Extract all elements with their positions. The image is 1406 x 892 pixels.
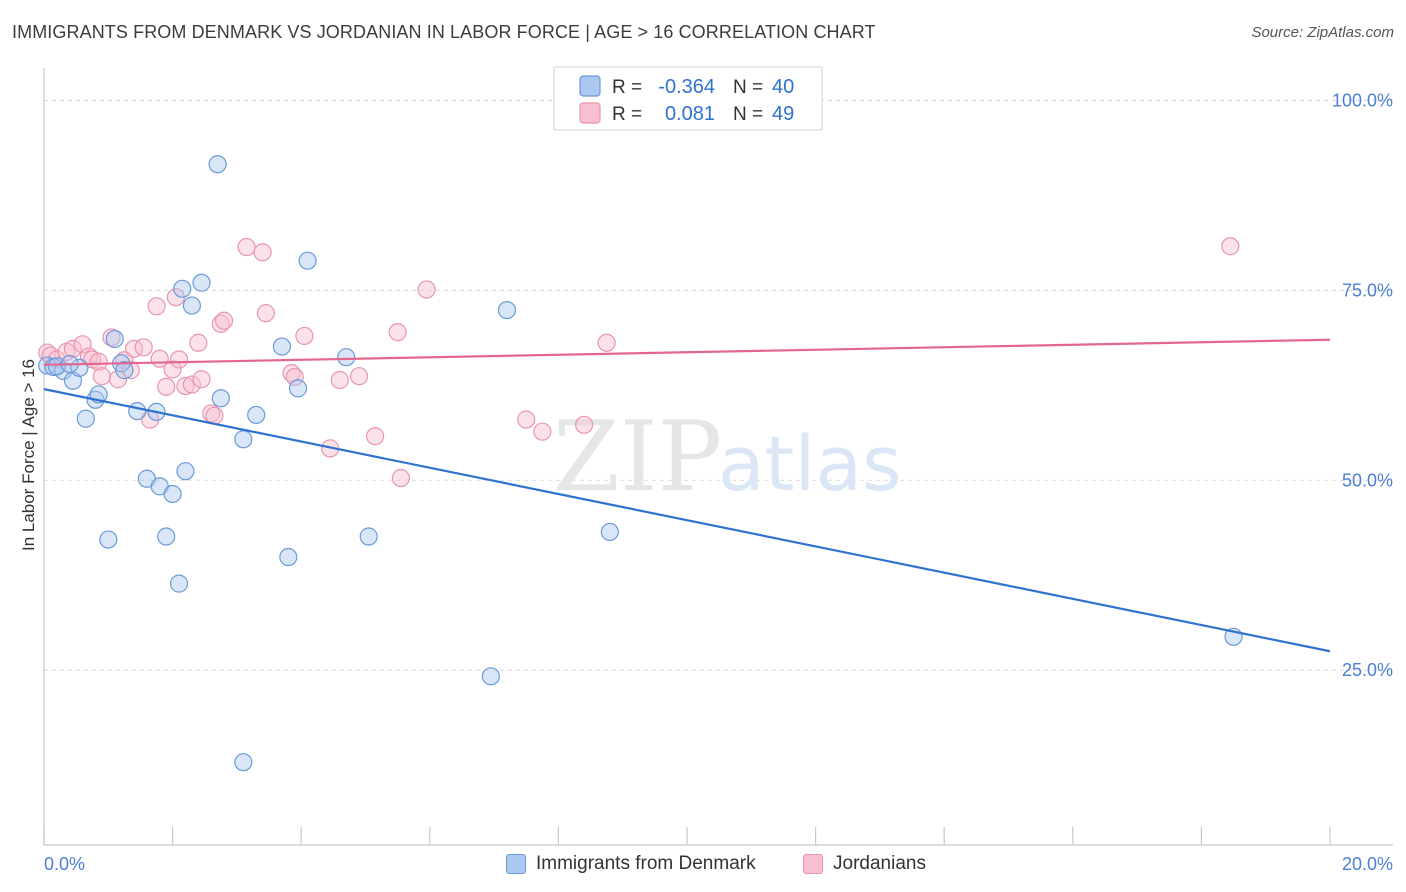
point-denmark: [298, 251, 317, 270]
point-jordanians: [597, 333, 616, 352]
point-denmark: [115, 361, 134, 380]
point-jordanians: [388, 323, 407, 342]
point-denmark: [337, 348, 356, 367]
stats-legend-box: R = -0.364 N = 40 R = 0.081 N = 49: [553, 66, 823, 131]
point-denmark: [359, 527, 378, 546]
x-tick-label-min: 0.0%: [44, 854, 85, 874]
point-jordanians: [202, 404, 221, 423]
stats-n-label-pink: N =: [733, 104, 763, 125]
point-jordanians: [182, 375, 201, 394]
point-jordanians: [1221, 237, 1240, 256]
point-jordanians: [163, 360, 182, 379]
point-jordanians: [134, 338, 153, 357]
point-denmark: [481, 667, 500, 686]
point-jordanians: [253, 243, 272, 262]
point-jordanians: [214, 311, 234, 330]
point-jordanians: [533, 422, 552, 441]
point-jordanians: [169, 350, 189, 369]
stats-n-label-blue: N =: [733, 77, 763, 98]
point-denmark: [288, 379, 308, 398]
stats-r-label-blue: R =: [612, 77, 642, 98]
stats-r-value-pink: 0.081: [665, 103, 715, 125]
stats-r-label-pink: R =: [612, 104, 642, 125]
point-denmark: [211, 389, 230, 408]
stats-r-value-blue: -0.364: [658, 76, 715, 98]
point-denmark: [279, 547, 298, 567]
point-denmark: [272, 337, 292, 356]
point-jordanians: [366, 427, 385, 446]
point-jordanians: [295, 326, 314, 346]
stats-swatch-pink: [579, 102, 601, 124]
source-note: Source: ZipAtlas.com: [1251, 24, 1394, 41]
point-denmark: [182, 296, 201, 315]
point-jordanians: [63, 339, 83, 358]
point-jordanians: [391, 468, 410, 488]
point-denmark: [497, 300, 517, 320]
point-jordanians: [330, 370, 349, 390]
point-denmark: [99, 530, 118, 549]
point-jordanians: [285, 367, 304, 387]
watermark-zip: ZIP: [553, 401, 722, 513]
y-axis-label: In Labor Force | Age > 16: [19, 359, 38, 551]
point-denmark: [163, 484, 182, 504]
point-jordanians: [517, 410, 536, 429]
point-jordanians: [417, 280, 436, 299]
watermark: ZIP atlas: [553, 401, 902, 513]
point-jordanians: [157, 377, 176, 396]
point-denmark: [128, 402, 147, 421]
point-jordanians: [256, 304, 275, 323]
trend-line-jordanians: [43, 338, 1331, 366]
series-jordanians: [38, 237, 1240, 488]
point-denmark: [157, 527, 176, 546]
point-denmark: [173, 279, 192, 298]
stats-n-value-blue: 40: [772, 76, 794, 98]
point-jordanians: [176, 376, 195, 396]
point-jordanians: [192, 370, 211, 389]
point-jordanians: [237, 237, 256, 257]
point-denmark: [176, 462, 195, 481]
watermark-atlas: atlas: [718, 419, 902, 508]
y-tick-label: 100.0%: [1332, 90, 1393, 110]
point-denmark: [169, 574, 189, 593]
x-tick-label-max: 20.0%: [1342, 854, 1393, 874]
y-tick-label: 75.0%: [1342, 280, 1393, 300]
point-jordanians: [575, 415, 594, 434]
point-denmark: [208, 155, 227, 174]
axes: 25.0% 50.0% 75.0% 100.0%: [43, 68, 1393, 846]
y-tick-label: 50.0%: [1342, 470, 1393, 490]
trend-lines: [43, 338, 1331, 653]
point-jordanians: [189, 333, 208, 352]
point-jordanians: [349, 367, 369, 386]
point-denmark: [247, 405, 266, 425]
point-denmark: [76, 409, 95, 428]
point-jordanians: [92, 367, 111, 386]
point-denmark: [234, 430, 253, 449]
point-jordanians: [124, 339, 144, 358]
point-denmark: [600, 522, 619, 542]
point-denmark: [105, 329, 124, 349]
y-tick-label: 25.0%: [1342, 660, 1393, 680]
point-jordanians: [89, 352, 108, 371]
point-jordanians: [121, 361, 140, 380]
point-jordanians: [147, 297, 166, 316]
point-jordanians: [211, 314, 230, 333]
point-denmark: [234, 753, 253, 772]
gridlines: [44, 99, 1393, 671]
stats-swatch-blue: [579, 75, 601, 97]
point-denmark: [192, 273, 211, 292]
chart-title: IMMIGRANTS FROM DENMARK VS JORDANIAN IN …: [12, 22, 876, 42]
trend-line-denmark: [43, 388, 1331, 653]
stats-n-value-pink: 49: [772, 103, 794, 125]
